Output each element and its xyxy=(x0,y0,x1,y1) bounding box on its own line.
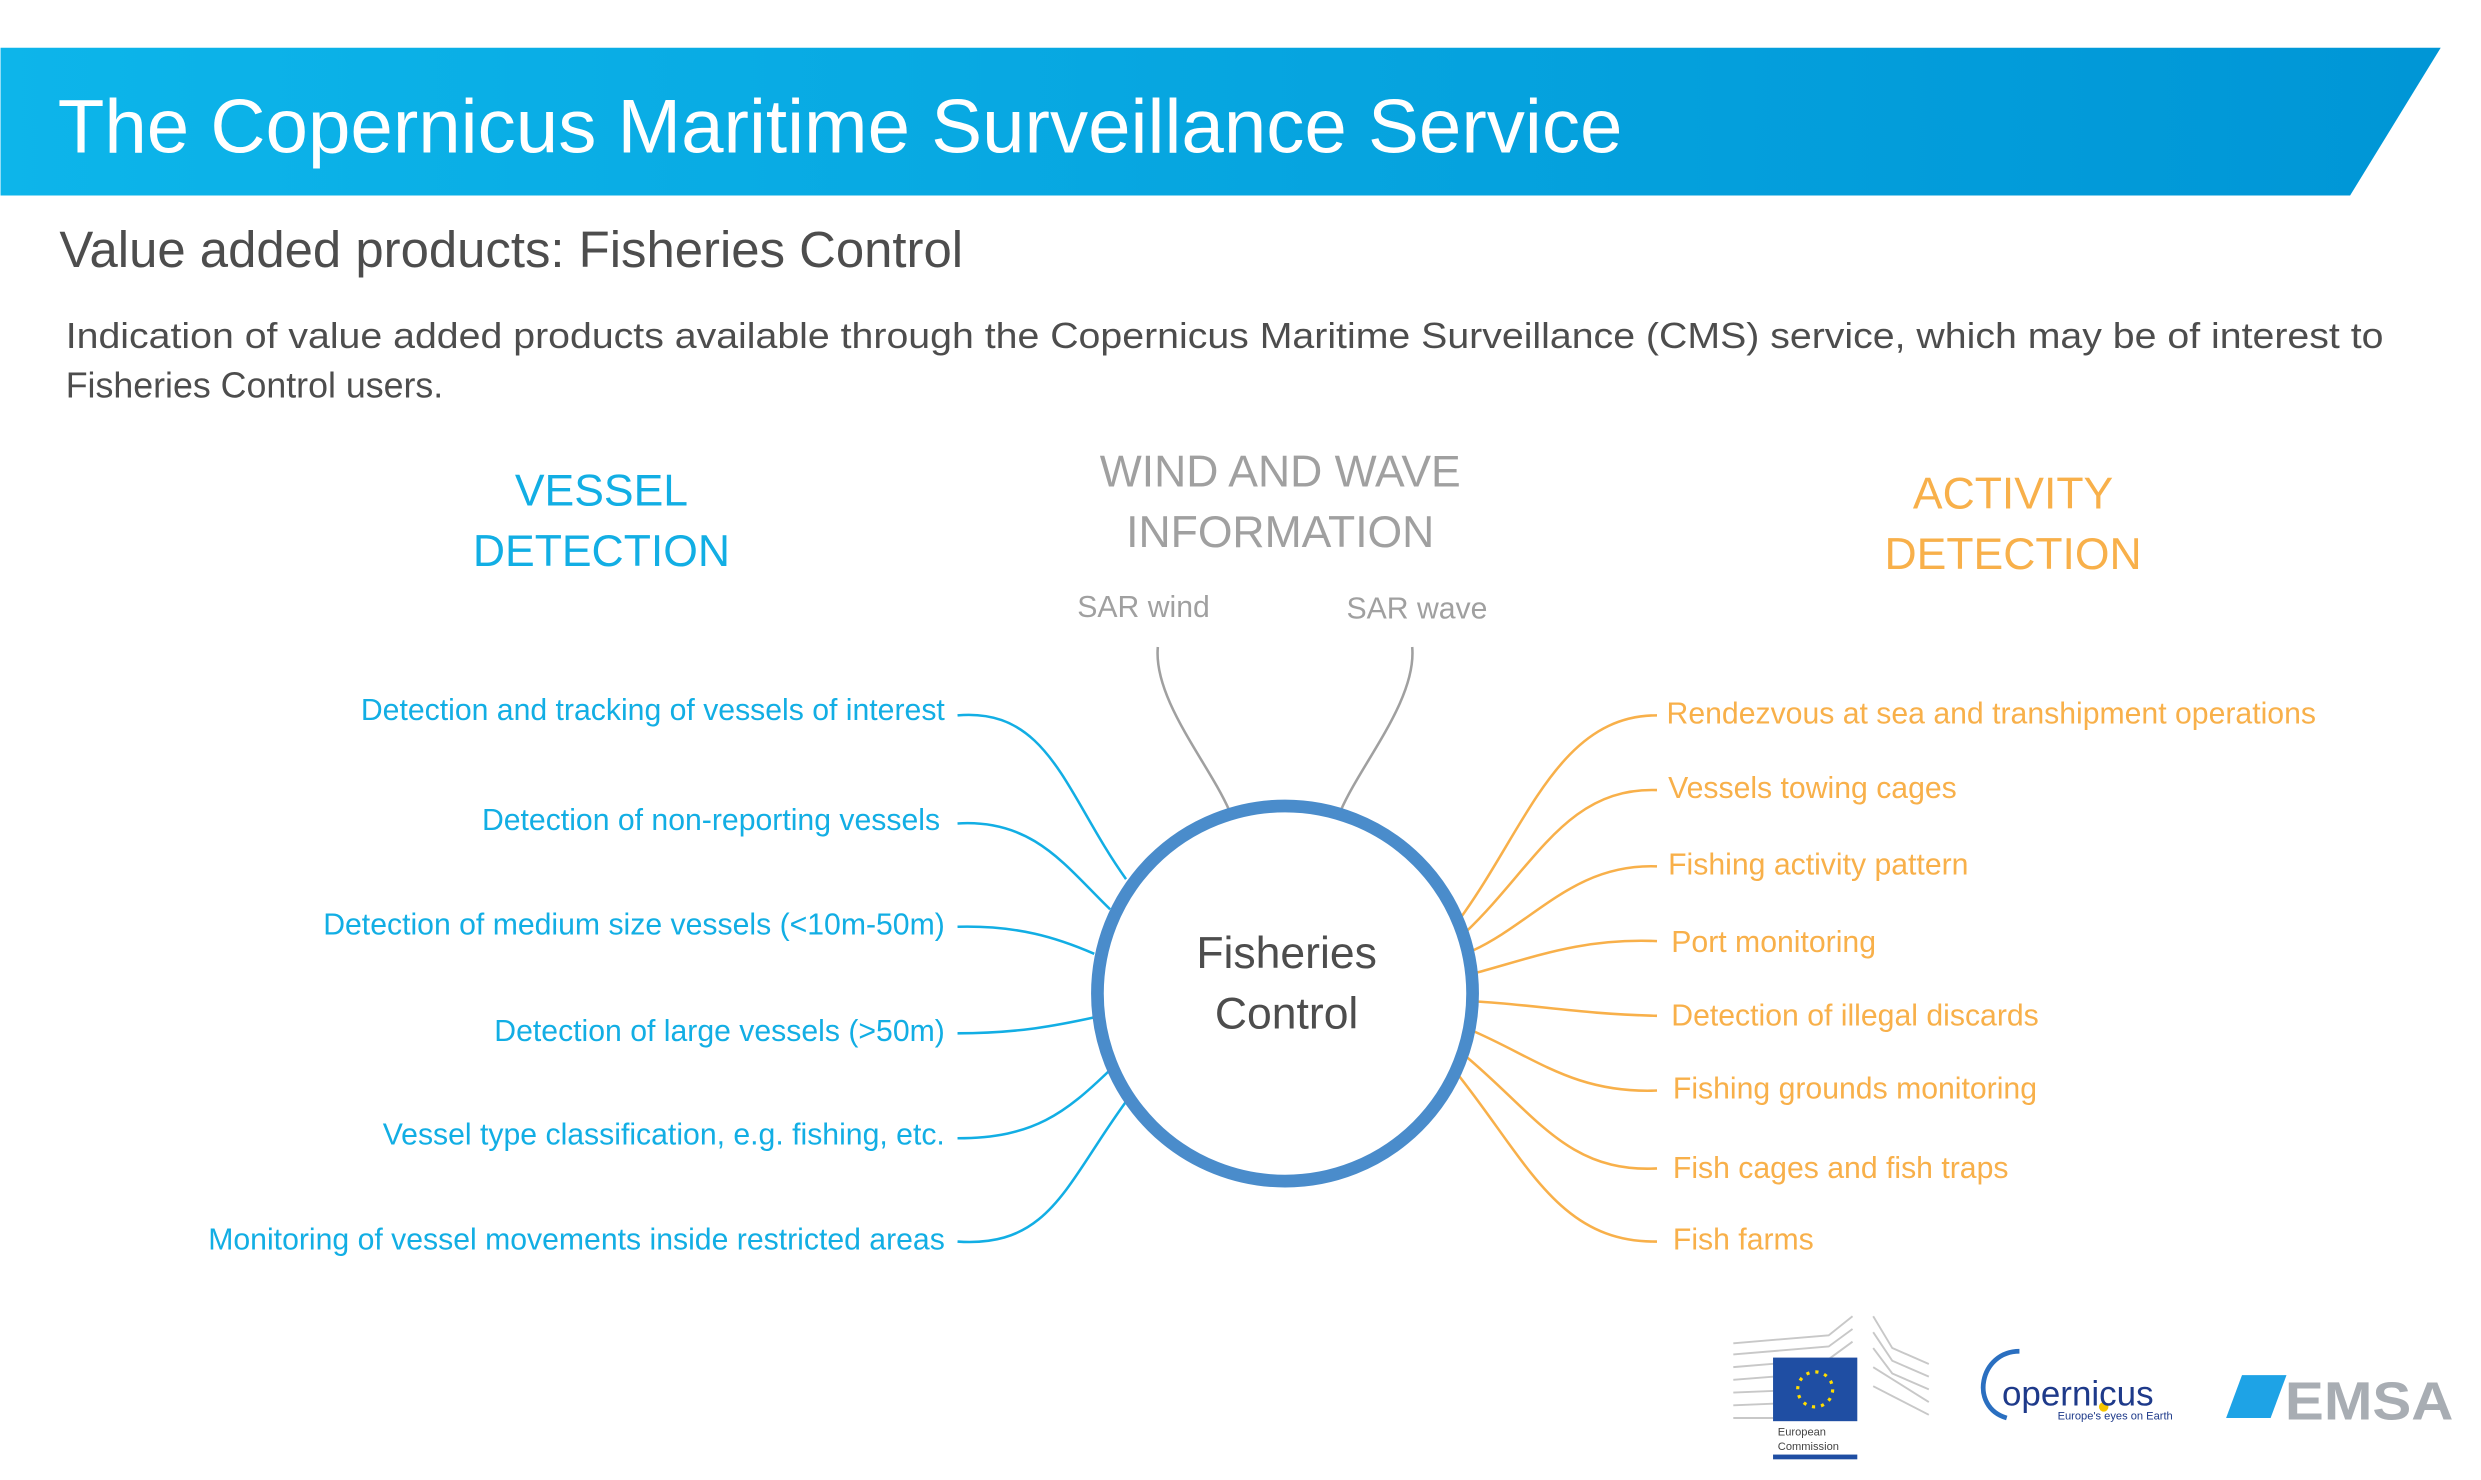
activity-item: Fish cages and fish traps xyxy=(1673,1152,2009,1185)
center-label-2: Control xyxy=(1215,990,1358,1039)
wind-heading-2: INFORMATION xyxy=(1126,508,1434,557)
vessel-item: Detection of large vessels (>50m) xyxy=(494,1015,944,1048)
activity-item: Vessels towing cages xyxy=(1668,772,1957,805)
vessel-connector xyxy=(957,1100,1128,1244)
activity-connector xyxy=(1462,1052,1658,1170)
sar-wave-connector xyxy=(1339,646,1414,812)
vessel-heading-1: VESSEL xyxy=(515,467,688,516)
ec-logo-text-2: Commission xyxy=(1778,1441,1839,1453)
description-line-1: Indication of value added products avail… xyxy=(66,316,2384,356)
vessel-item: Vessel type classification, e.g. fishing… xyxy=(383,1119,945,1152)
copernicus-logo: opernicus Europe's eyes on Earth xyxy=(1980,1348,2173,1423)
vessel-item: Detection of non-reporting vessels xyxy=(482,804,940,837)
vessel-connector xyxy=(957,821,1112,911)
vessel-connector xyxy=(957,713,1128,880)
sar-wave-label: SAR wave xyxy=(1346,592,1487,625)
emsa-logo-name: EMSA xyxy=(2285,1372,2454,1432)
activity-item: Fishing activity pattern xyxy=(1668,848,1968,881)
activity-item: Fish farms xyxy=(1673,1223,1814,1256)
activity-heading-1: ACTIVITY xyxy=(1913,470,2113,519)
vessel-item: Monitoring of vessel movements inside re… xyxy=(208,1223,945,1256)
vessel-heading-2: DETECTION xyxy=(473,527,730,576)
copernicus-logo-tagline: Europe's eyes on Earth xyxy=(2058,1411,2173,1423)
activity-item: Fishing grounds monitoring xyxy=(1673,1072,2037,1105)
copernicus-logo-name: opernicus xyxy=(2002,1374,2154,1413)
activity-connector xyxy=(1475,1000,1658,1018)
activity-heading-2: DETECTION xyxy=(1885,530,2142,579)
vessel-connector xyxy=(957,1016,1095,1035)
vessel-connector xyxy=(957,925,1095,955)
vessel-item: Detection of medium size vessels (<10m-5… xyxy=(323,909,945,942)
activity-item: Port monitoring xyxy=(1671,926,1876,959)
ec-logo-text-1: European xyxy=(1778,1426,1826,1438)
header-banner xyxy=(0,47,2441,196)
wind-heading-1: WIND AND WAVE xyxy=(1100,447,1461,496)
emsa-logo: EMSA xyxy=(2226,1372,2453,1432)
activity-connector xyxy=(1472,865,1658,952)
page-title: The Copernicus Maritime Surveillance Ser… xyxy=(58,85,1623,170)
european-commission-logo: European Commission xyxy=(1733,1315,1930,1460)
description-line-2: Fisheries Control users. xyxy=(66,365,444,405)
center-circle xyxy=(1091,799,1479,1188)
sar-wind-connector xyxy=(1156,646,1231,812)
activity-item: Detection of illegal discards xyxy=(1671,999,2038,1032)
vessel-item: Detection and tracking of vessels of int… xyxy=(361,694,946,727)
sar-wind-label: SAR wind xyxy=(1077,591,1210,624)
activity-connector xyxy=(1465,788,1658,933)
activity-item: Rendezvous at sea and transhipment opera… xyxy=(1667,697,2316,730)
page-subtitle: Value added products: Fisheries Control xyxy=(59,221,963,278)
vessel-connector xyxy=(957,1068,1112,1140)
activity-connector xyxy=(1458,714,1657,920)
activity-connector xyxy=(1475,939,1658,975)
center-label-1: Fisheries xyxy=(1196,929,1377,978)
activity-connector xyxy=(1455,1072,1658,1243)
activity-connector xyxy=(1470,1028,1658,1092)
